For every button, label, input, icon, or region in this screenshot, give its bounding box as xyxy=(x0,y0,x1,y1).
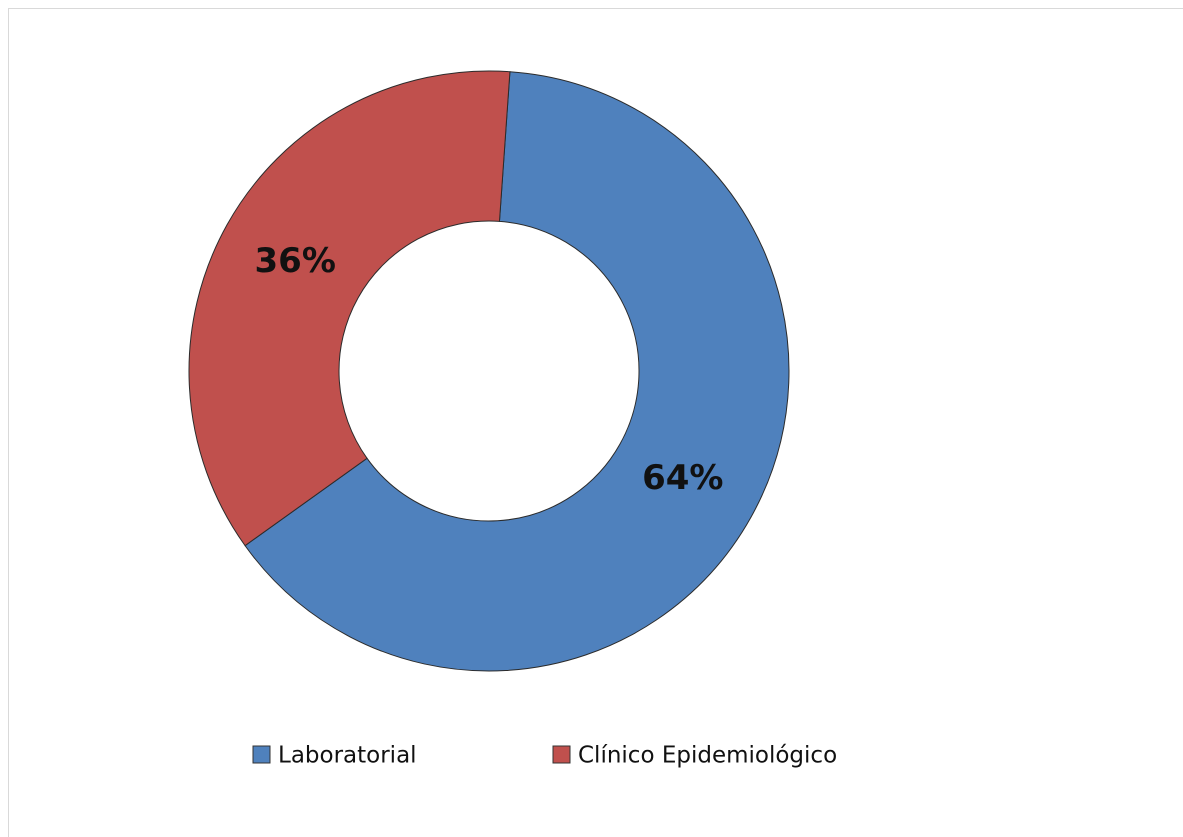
legend-swatch xyxy=(252,745,271,764)
data-label: 36% xyxy=(255,241,336,281)
legend-label: Laboratorial xyxy=(278,743,417,769)
data-label: 64% xyxy=(642,458,723,498)
legend-swatch xyxy=(552,745,571,764)
donut-segment xyxy=(244,71,790,672)
legend-label: Clínico Epidemiológico xyxy=(578,743,837,769)
donut-segment xyxy=(188,70,511,547)
